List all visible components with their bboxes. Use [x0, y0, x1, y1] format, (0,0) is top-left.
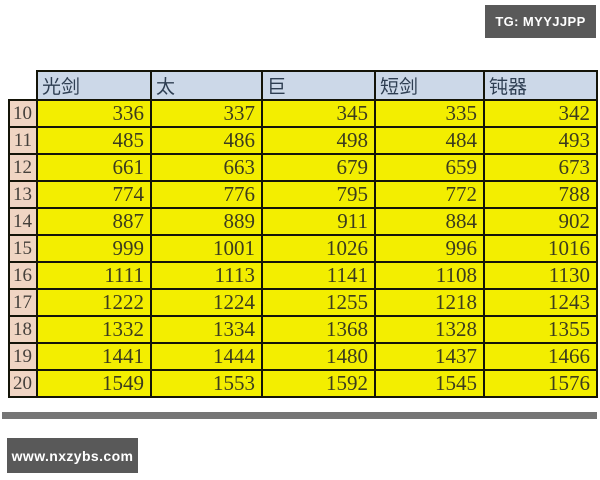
row-level-cell: 17 — [8, 288, 38, 317]
value-cell: 1334 — [150, 315, 263, 344]
value-cell: 889 — [150, 207, 263, 236]
value-cell: 1130 — [483, 261, 598, 290]
column-header: 钝器 — [483, 70, 598, 101]
table-body: 10 336 337 345 335 342 11 485 486 498 484 493 12 661 6… — [8, 99, 598, 398]
value-cell: 484 — [374, 126, 485, 155]
value-cell: 911 — [261, 207, 376, 236]
value-cell: 1141 — [261, 261, 376, 290]
value-cell: 1549 — [36, 369, 152, 398]
value-cell: 1437 — [374, 342, 485, 371]
row-level-cell: 20 — [8, 369, 38, 398]
row-level-cell: 13 — [8, 180, 38, 209]
value-cell: 884 — [374, 207, 485, 236]
table-shadow-bar — [2, 412, 597, 419]
table-row: 19 1441 1444 1480 1437 1466 — [8, 342, 598, 371]
value-cell: 1026 — [261, 234, 376, 263]
column-header: 光剑 — [36, 70, 152, 101]
row-level-cell: 16 — [8, 261, 38, 290]
table-header-row: 光剑太巨短剑 钝器 — [9, 70, 598, 101]
column-header: 短剑 — [374, 70, 485, 101]
value-cell: 1332 — [36, 315, 152, 344]
value-cell: 1480 — [261, 342, 376, 371]
column-header: 太 — [150, 70, 263, 101]
value-cell: 1576 — [483, 369, 598, 398]
value-cell: 1222 — [36, 288, 152, 317]
row-level-cell: 12 — [8, 153, 38, 182]
value-cell: 663 — [150, 153, 263, 182]
value-cell: 774 — [36, 180, 152, 209]
value-cell: 795 — [261, 180, 376, 209]
corner-cell — [9, 71, 38, 101]
table-row: 20 1549 1553 1592 1545 1576 — [8, 369, 598, 398]
weapon-damage-table-wrap: 光剑太巨短剑 钝器 10 336 337 345 335 342 11 485 486 498 484… — [8, 70, 598, 398]
website-watermark-badge: www.nxzybs.com — [7, 438, 138, 473]
value-cell: 776 — [150, 180, 263, 209]
value-cell: 1111 — [36, 261, 152, 290]
table-row: 14 887 889 911 884 902 — [8, 207, 598, 236]
value-cell: 1466 — [483, 342, 598, 371]
value-cell: 679 — [261, 153, 376, 182]
value-cell: 788 — [483, 180, 598, 209]
row-level-cell: 11 — [8, 126, 38, 155]
value-cell: 345 — [261, 99, 376, 128]
value-cell: 902 — [483, 207, 598, 236]
table-row: 13 774 776 795 772 788 — [8, 180, 598, 209]
value-cell: 1328 — [374, 315, 485, 344]
value-cell: 1355 — [483, 315, 598, 344]
table-row: 15 999 1001 1026 996 1016 — [8, 234, 598, 263]
value-cell: 1368 — [261, 315, 376, 344]
telegram-watermark-badge: TG: MYYJJPP — [485, 5, 596, 38]
value-cell: 498 — [261, 126, 376, 155]
row-level-cell: 15 — [8, 234, 38, 263]
value-cell: 1218 — [374, 288, 485, 317]
value-cell: 1592 — [261, 369, 376, 398]
value-cell: 1108 — [374, 261, 485, 290]
value-cell: 1224 — [150, 288, 263, 317]
value-cell: 772 — [374, 180, 485, 209]
value-cell: 1113 — [150, 261, 263, 290]
table-row: 10 336 337 345 335 342 — [8, 99, 598, 128]
value-cell: 336 — [36, 99, 152, 128]
value-cell: 673 — [483, 153, 598, 182]
value-cell: 661 — [36, 153, 152, 182]
value-cell: 1553 — [150, 369, 263, 398]
value-cell: 996 — [374, 234, 485, 263]
value-cell: 493 — [483, 126, 598, 155]
row-level-cell: 18 — [8, 315, 38, 344]
row-level-cell: 19 — [8, 342, 38, 371]
value-cell: 486 — [150, 126, 263, 155]
value-cell: 342 — [483, 99, 598, 128]
value-cell: 335 — [374, 99, 485, 128]
value-cell: 485 — [36, 126, 152, 155]
value-cell: 659 — [374, 153, 485, 182]
column-header: 巨 — [261, 70, 376, 101]
value-cell: 1444 — [150, 342, 263, 371]
value-cell: 1545 — [374, 369, 485, 398]
value-cell: 337 — [150, 99, 263, 128]
row-level-cell: 10 — [8, 99, 38, 128]
value-cell: 887 — [36, 207, 152, 236]
weapon-damage-table: 光剑太巨短剑 钝器 10 336 337 345 335 342 11 485 486 498 484… — [8, 70, 598, 398]
value-cell: 1255 — [261, 288, 376, 317]
value-cell: 1243 — [483, 288, 598, 317]
row-level-cell: 14 — [8, 207, 38, 236]
table-row: 12 661 663 679 659 673 — [8, 153, 598, 182]
value-cell: 1016 — [483, 234, 598, 263]
value-cell: 1441 — [36, 342, 152, 371]
table-row: 17 1222 1224 1255 1218 1243 — [8, 288, 598, 317]
value-cell: 999 — [36, 234, 152, 263]
table-row: 18 1332 1334 1368 1328 1355 — [8, 315, 598, 344]
table-row: 11 485 486 498 484 493 — [8, 126, 598, 155]
table-row: 16 1111 1113 1141 1108 1130 — [8, 261, 598, 290]
value-cell: 1001 — [150, 234, 263, 263]
